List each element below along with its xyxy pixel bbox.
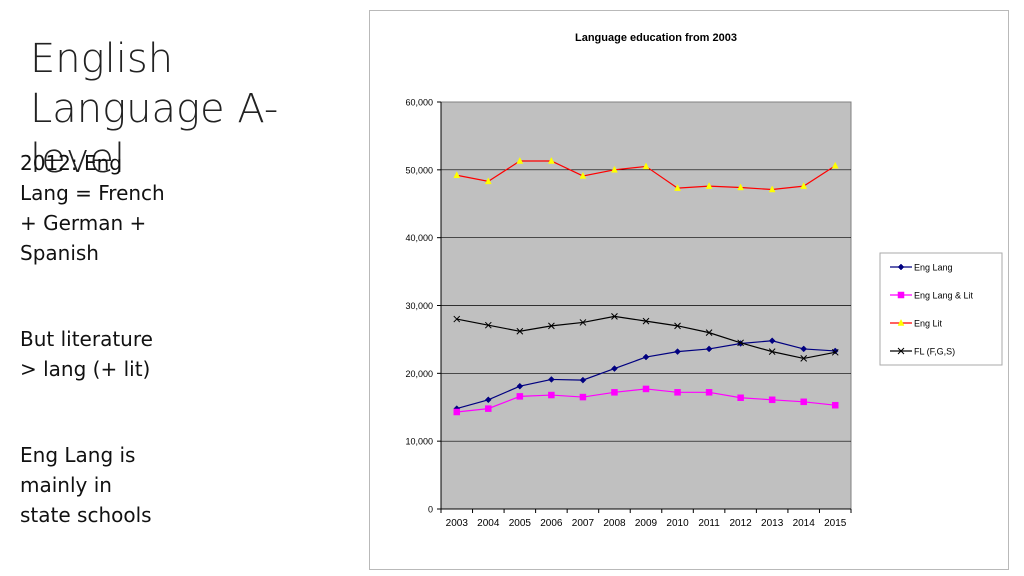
legend-box [879, 252, 1003, 366]
data-point-series-2 [800, 398, 807, 406]
data-point-series-3 [705, 182, 713, 189]
data-point-series-1 [611, 365, 618, 372]
y-tick-label: 30,000 [405, 301, 433, 311]
data-point-series-3 [674, 184, 681, 191]
x-tick-label: 2013 [761, 518, 784, 529]
data-point-series-2 [768, 396, 776, 404]
note-eng-lang-equivalence: 2012: Eng Lang = French + German + Spani… [20, 151, 165, 265]
line-chart: Language education from 2003 0 10,000 20,00… [405, 32, 1003, 529]
data-point-series-3 [453, 171, 461, 179]
legend-marker [897, 318, 905, 326]
data-point-series-2 [642, 385, 650, 393]
y-tick-label: 40,000 [405, 233, 433, 243]
legend-label: Eng Lang & Lit [914, 291, 974, 301]
x-tick-label: 2010 [666, 518, 689, 529]
y-tick-label: 50,000 [405, 165, 433, 175]
data-point-series-2 [548, 391, 555, 399]
data-point-series-4 [548, 322, 555, 330]
y-tick-label: 60,000 [405, 98, 433, 108]
data-point-series-2 [485, 405, 492, 412]
data-point-series-2 [579, 393, 587, 401]
slide-title: English Language A-level [30, 36, 279, 182]
chart-title: Language education from 2003 [575, 32, 737, 44]
data-point-series-3 [642, 162, 650, 170]
x-tick-label: 2006 [540, 518, 563, 529]
legend-label: Eng Lit [914, 319, 943, 329]
x-tick-label: 2014 [793, 518, 816, 529]
data-point-series-3 [579, 171, 587, 179]
data-point-series-2 [516, 393, 524, 400]
data-point-series-2 [674, 389, 681, 396]
data-point-series-4 [705, 329, 713, 336]
legend-marker [897, 347, 905, 355]
data-point-series-4 [579, 319, 587, 326]
data-point-series-4 [642, 317, 650, 325]
y-tick-label: 0 [428, 505, 433, 515]
data-point-series-3 [547, 156, 555, 164]
data-point-series-3 [831, 161, 839, 169]
x-tick-label: 2011 [698, 518, 720, 529]
legend-label: Eng Lang [914, 263, 953, 273]
x-tick-label: 2015 [824, 518, 847, 529]
data-point-series-3 [800, 182, 808, 189]
data-point-series-4 [831, 348, 839, 356]
data-point-series-4 [674, 322, 681, 330]
x-tick-label: 2007 [572, 518, 595, 529]
x-tick-label: 2003 [446, 518, 469, 529]
y-tick-label: 20,000 [405, 369, 433, 379]
data-point-series-2 [705, 389, 713, 396]
data-point-series-1 [674, 348, 681, 355]
data-point-series-4 [516, 327, 524, 335]
chart-frame: Language education from 2003 0 10,000 20,00… [369, 10, 1009, 570]
x-tick-label: 2009 [635, 518, 658, 529]
data-point-series-2 [737, 394, 744, 402]
data-point-series-4 [611, 312, 618, 320]
data-point-series-2 [453, 408, 461, 416]
legend-label: FL (F,G,S) [914, 347, 955, 357]
data-point-series-4 [453, 315, 461, 323]
data-point-series-3 [516, 156, 524, 164]
x-tick-label: 2004 [477, 518, 500, 529]
data-point-series-1 [516, 382, 524, 390]
note-state-schools: Eng Lang is mainly in state schools [20, 443, 152, 527]
data-point-series-1 [705, 345, 713, 353]
data-point-series-3 [768, 185, 776, 193]
data-point-series-3 [737, 183, 745, 191]
legend-marker [897, 263, 905, 271]
note-literature-vs-lang: But literature > lang (+ lit) [20, 327, 153, 381]
x-tick-label: 2012 [729, 518, 752, 529]
data-point-series-3 [484, 177, 492, 185]
data-point-series-1 [768, 337, 776, 345]
data-point-series-4 [484, 321, 492, 329]
data-point-series-1 [800, 345, 808, 353]
data-point-series-1 [642, 353, 650, 361]
y-tick-label: 10,000 [405, 437, 433, 447]
x-tick-label: 2005 [509, 518, 532, 529]
x-tick-label: 2008 [603, 518, 626, 529]
data-point-series-4 [737, 339, 744, 347]
data-point-series-3 [611, 165, 618, 173]
data-point-series-2 [611, 389, 618, 396]
data-point-series-4 [768, 348, 776, 355]
data-point-series-1 [579, 376, 587, 384]
data-point-series-1 [484, 396, 492, 404]
legend-marker [897, 291, 905, 299]
data-point-series-1 [548, 376, 555, 383]
data-point-series-4 [800, 355, 808, 362]
data-point-series-2 [831, 401, 839, 409]
